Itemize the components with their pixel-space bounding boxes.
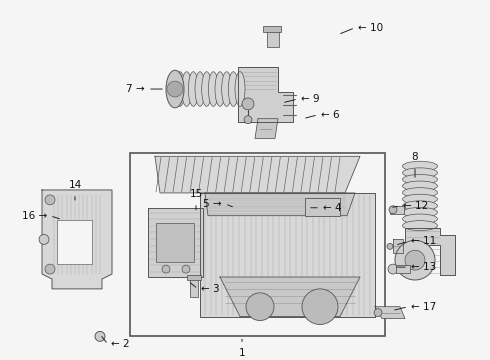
Ellipse shape xyxy=(402,168,438,178)
Text: 7 →: 7 → xyxy=(126,84,145,94)
Circle shape xyxy=(45,264,55,274)
Circle shape xyxy=(374,309,382,316)
Ellipse shape xyxy=(182,72,192,106)
Ellipse shape xyxy=(221,72,232,106)
Ellipse shape xyxy=(402,175,438,184)
Ellipse shape xyxy=(202,72,212,106)
Ellipse shape xyxy=(402,221,438,230)
Polygon shape xyxy=(205,193,355,216)
Circle shape xyxy=(389,206,397,214)
Text: 16 →: 16 → xyxy=(22,211,47,221)
Ellipse shape xyxy=(215,72,225,106)
Circle shape xyxy=(395,240,435,280)
Ellipse shape xyxy=(195,72,205,106)
Ellipse shape xyxy=(208,72,219,106)
Polygon shape xyxy=(238,67,293,122)
Circle shape xyxy=(244,116,252,124)
Circle shape xyxy=(45,195,55,205)
Ellipse shape xyxy=(402,201,438,211)
Ellipse shape xyxy=(402,194,438,204)
Text: 14: 14 xyxy=(69,180,82,190)
Ellipse shape xyxy=(402,188,438,198)
Text: ← 17: ← 17 xyxy=(411,302,436,312)
Polygon shape xyxy=(255,119,278,139)
Ellipse shape xyxy=(402,214,438,224)
Bar xyxy=(305,198,340,216)
Polygon shape xyxy=(405,228,455,275)
Polygon shape xyxy=(148,208,203,277)
Text: 15: 15 xyxy=(189,189,203,199)
Bar xyxy=(130,153,385,336)
Bar xyxy=(390,206,404,214)
Text: ← 9: ← 9 xyxy=(301,94,319,104)
Ellipse shape xyxy=(228,72,238,106)
Bar xyxy=(263,26,281,32)
Bar xyxy=(156,222,194,262)
Polygon shape xyxy=(200,193,375,316)
Ellipse shape xyxy=(402,161,438,171)
Bar xyxy=(190,279,198,297)
Bar xyxy=(396,265,410,273)
Bar xyxy=(267,30,279,48)
Ellipse shape xyxy=(166,70,184,108)
Circle shape xyxy=(182,265,190,273)
Circle shape xyxy=(388,264,398,274)
Polygon shape xyxy=(155,156,360,193)
Text: ← 6: ← 6 xyxy=(321,110,340,120)
Polygon shape xyxy=(42,190,112,289)
Text: ← 13: ← 13 xyxy=(411,262,436,272)
Text: ← 4: ← 4 xyxy=(323,203,342,213)
Bar xyxy=(187,275,201,280)
Ellipse shape xyxy=(235,72,245,106)
Polygon shape xyxy=(375,307,405,319)
Text: ← 12: ← 12 xyxy=(403,201,428,211)
Circle shape xyxy=(405,250,425,270)
Text: ← 2: ← 2 xyxy=(111,339,130,349)
Circle shape xyxy=(95,332,105,341)
Circle shape xyxy=(246,293,274,320)
Text: 1: 1 xyxy=(239,348,245,358)
Ellipse shape xyxy=(402,207,438,217)
Text: ← 11: ← 11 xyxy=(411,237,436,246)
Circle shape xyxy=(387,243,393,249)
Circle shape xyxy=(39,234,49,244)
Ellipse shape xyxy=(188,72,198,106)
Circle shape xyxy=(242,98,254,110)
Circle shape xyxy=(167,81,183,97)
Circle shape xyxy=(162,265,170,273)
Text: 8: 8 xyxy=(412,152,418,162)
Ellipse shape xyxy=(175,72,185,106)
Polygon shape xyxy=(393,239,403,253)
Polygon shape xyxy=(220,277,360,316)
Text: 5 →: 5 → xyxy=(203,199,222,209)
Ellipse shape xyxy=(402,181,438,191)
Text: ← 3: ← 3 xyxy=(201,284,220,294)
Circle shape xyxy=(302,289,338,324)
Bar xyxy=(57,220,92,264)
Text: ← 10: ← 10 xyxy=(358,23,383,33)
